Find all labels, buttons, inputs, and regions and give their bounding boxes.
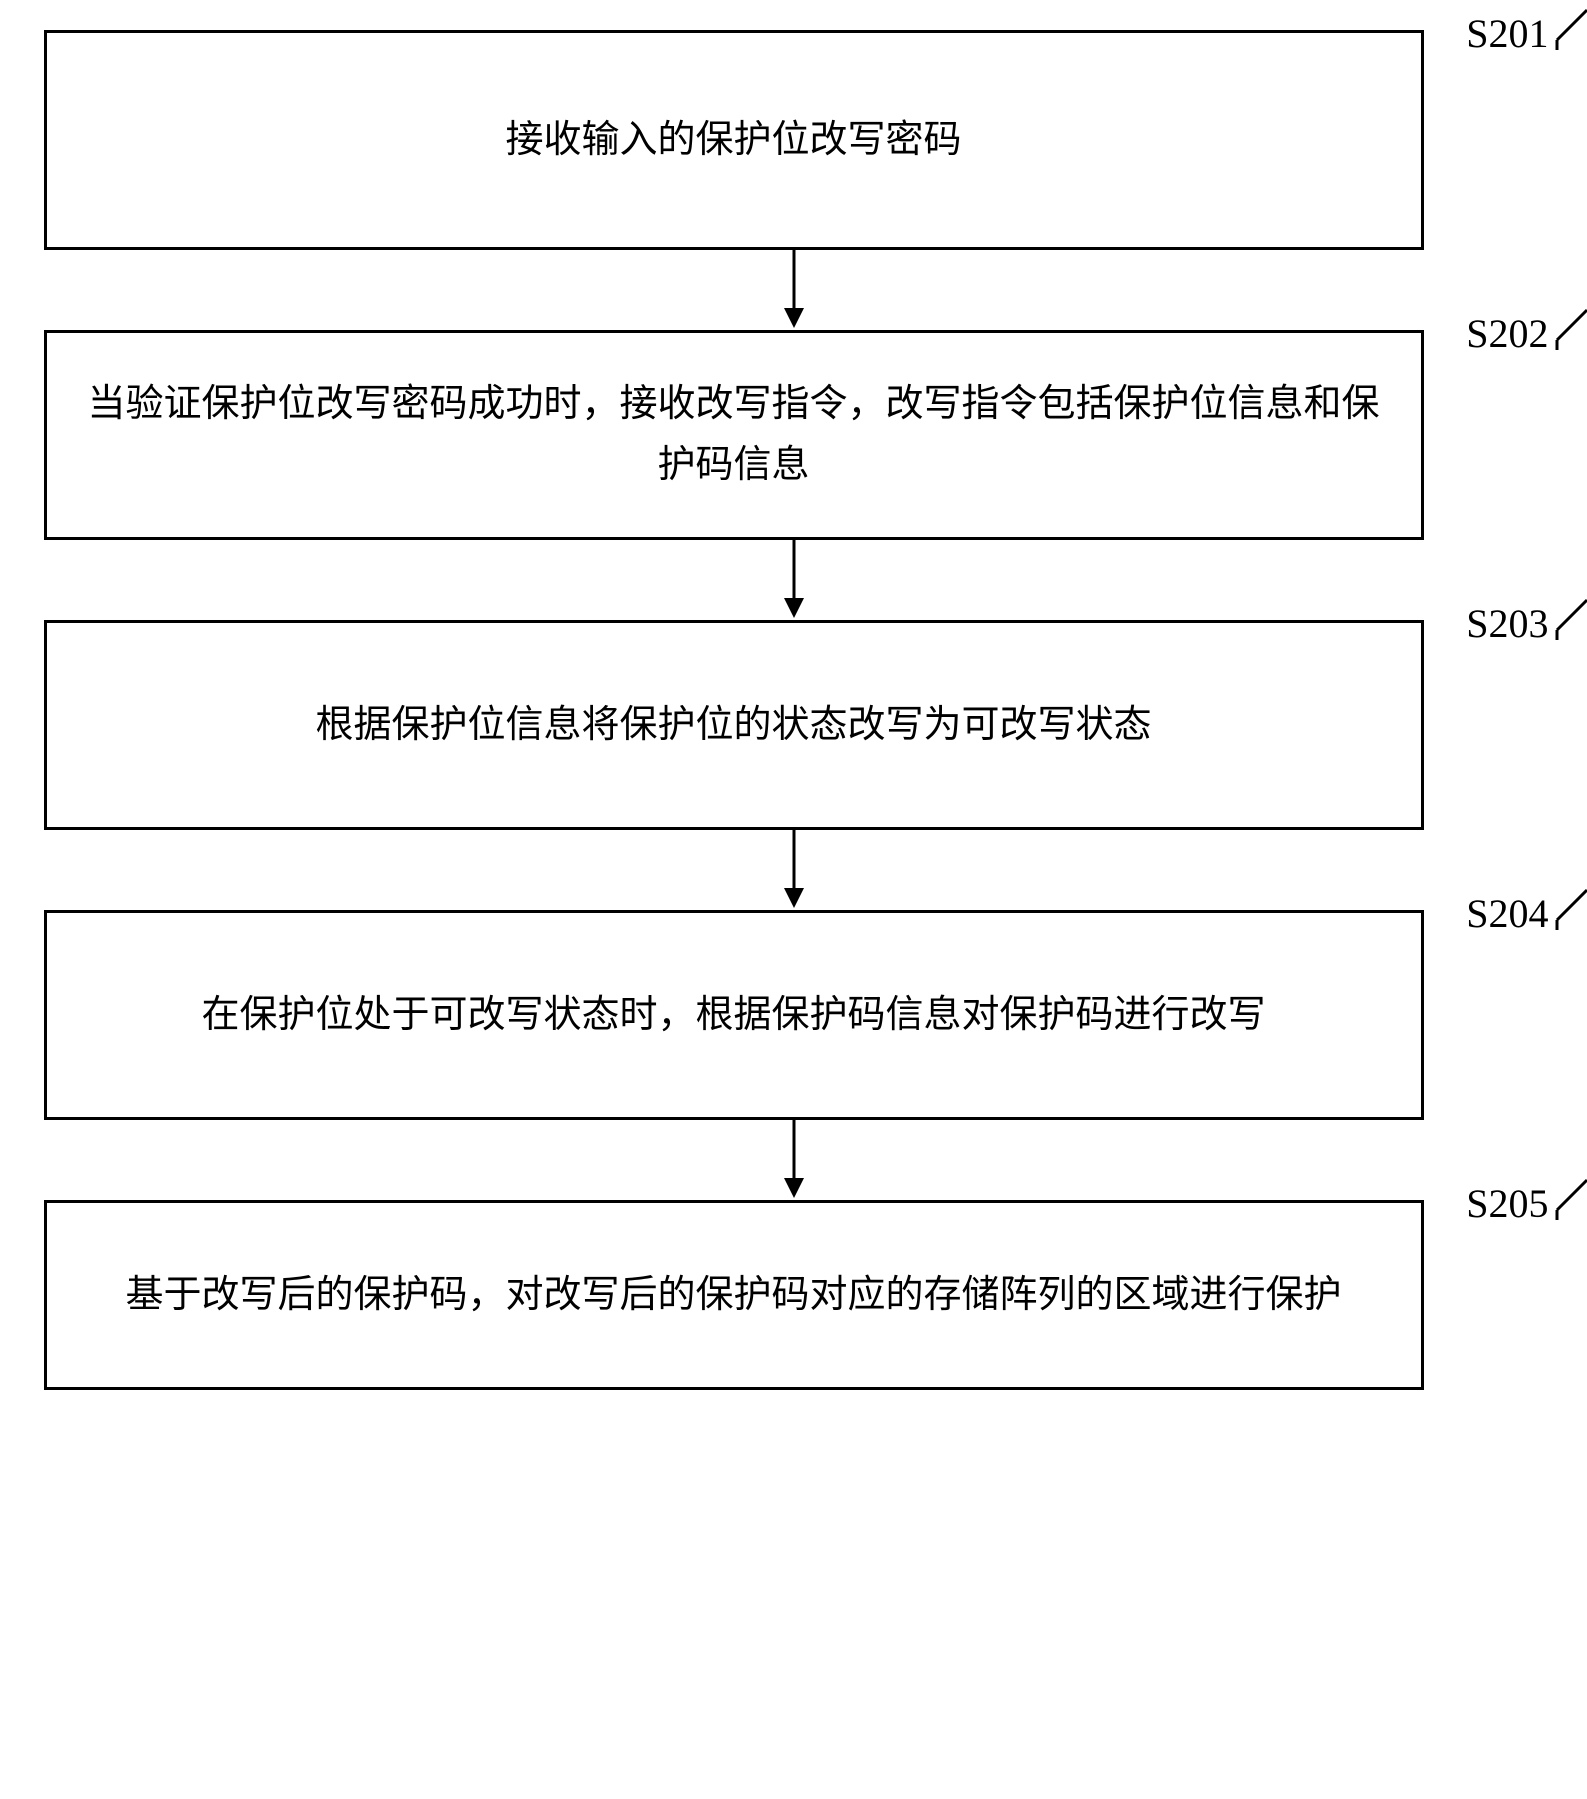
arrow-container bbox=[104, 540, 1484, 620]
arrow-down-icon bbox=[774, 830, 814, 910]
arrow-down-icon bbox=[774, 1120, 814, 1200]
step-text: 在保护位处于可改写状态时，根据保护码信息对保护码进行改写 bbox=[201, 985, 1265, 1046]
step-box-s204: 在保护位处于可改写状态时，根据保护码信息对保护码进行改写 bbox=[44, 910, 1424, 1120]
step-label: S202 bbox=[1466, 310, 1548, 357]
step-text: 基于改写后的保护码，对改写后的保护码对应的存储阵列的区域进行保护 bbox=[125, 1265, 1341, 1326]
arrow-container bbox=[104, 250, 1484, 330]
step-label: S201 bbox=[1466, 10, 1548, 57]
label-connector-icon bbox=[1549, 880, 1587, 940]
label-connector-icon bbox=[1549, 590, 1587, 650]
label-connector-icon bbox=[1549, 1170, 1587, 1230]
arrow-container bbox=[104, 1120, 1484, 1200]
step-label: S203 bbox=[1466, 600, 1548, 647]
arrow-down-icon bbox=[774, 250, 814, 330]
step-box-s205: 基于改写后的保护码，对改写后的保护码对应的存储阵列的区域进行保护 bbox=[44, 1200, 1424, 1390]
step-text: 当验证保护位改写密码成功时，接收改写指令，改写指令包括保护位信息和保护码信息 bbox=[87, 374, 1381, 496]
step-box-s203: 根据保护位信息将保护位的状态改写为可改写状态 bbox=[44, 620, 1424, 830]
label-connector-icon bbox=[1549, 0, 1587, 60]
step-text: 根据保护位信息将保护位的状态改写为可改写状态 bbox=[315, 695, 1151, 756]
step-text: 接收输入的保护位改写密码 bbox=[505, 110, 961, 171]
step-label: S204 bbox=[1466, 890, 1548, 937]
step-wrapper: 根据保护位信息将保护位的状态改写为可改写状态 S203 bbox=[44, 620, 1544, 830]
step-wrapper: 当验证保护位改写密码成功时，接收改写指令，改写指令包括保护位信息和保护码信息 S… bbox=[44, 330, 1544, 540]
arrow-container bbox=[104, 830, 1484, 910]
step-wrapper: 基于改写后的保护码，对改写后的保护码对应的存储阵列的区域进行保护 S205 bbox=[44, 1200, 1544, 1390]
step-box-s201: 接收输入的保护位改写密码 bbox=[44, 30, 1424, 250]
arrow-down-icon bbox=[774, 540, 814, 620]
step-wrapper: 在保护位处于可改写状态时，根据保护码信息对保护码进行改写 S204 bbox=[44, 910, 1544, 1120]
step-box-s202: 当验证保护位改写密码成功时，接收改写指令，改写指令包括保护位信息和保护码信息 bbox=[44, 330, 1424, 540]
label-connector-icon bbox=[1549, 300, 1587, 360]
flowchart-container: 接收输入的保护位改写密码 S201 当验证保护位改写密码成功时，接收改写指令，改… bbox=[44, 30, 1544, 1390]
step-label: S205 bbox=[1466, 1180, 1548, 1227]
step-wrapper: 接收输入的保护位改写密码 S201 bbox=[44, 30, 1544, 250]
